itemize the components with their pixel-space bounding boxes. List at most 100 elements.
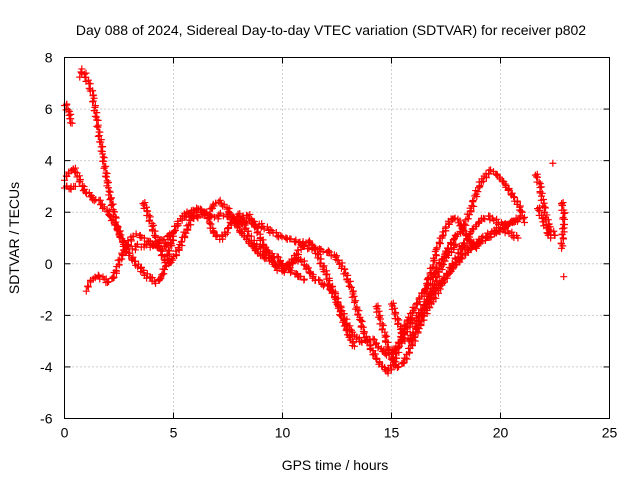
data-point bbox=[396, 325, 404, 333]
data-point bbox=[406, 336, 414, 344]
data-point bbox=[224, 225, 232, 233]
data-point bbox=[387, 366, 395, 374]
data-point bbox=[559, 202, 566, 210]
data-point bbox=[469, 197, 477, 205]
data-point bbox=[315, 276, 323, 284]
data-point bbox=[107, 195, 115, 203]
data-point bbox=[244, 227, 252, 235]
data-point bbox=[202, 209, 210, 217]
data-point bbox=[173, 252, 181, 260]
data-point bbox=[420, 292, 428, 300]
x-tick-labels: 0 5 10 15 20 25 bbox=[61, 425, 618, 441]
data-point bbox=[99, 150, 107, 158]
data-point bbox=[212, 199, 220, 207]
data-point bbox=[219, 202, 227, 210]
data-point bbox=[334, 257, 342, 265]
data-point bbox=[518, 208, 526, 216]
data-point bbox=[469, 197, 477, 205]
data-point bbox=[93, 122, 101, 130]
y-tick-labels: -6 -4 -2 0 2 4 6 8 bbox=[40, 50, 53, 427]
data-point bbox=[100, 164, 108, 172]
data-point bbox=[129, 253, 137, 261]
y-tick-label: 2 bbox=[45, 204, 53, 220]
data-point bbox=[145, 237, 153, 245]
data-point bbox=[116, 233, 124, 241]
data-point bbox=[432, 252, 440, 260]
data-point bbox=[400, 334, 408, 342]
data-point bbox=[434, 268, 442, 276]
series-track-n bbox=[557, 199, 569, 252]
data-point bbox=[174, 244, 182, 252]
data-point bbox=[496, 228, 504, 236]
data-point bbox=[131, 257, 139, 265]
data-point bbox=[458, 254, 466, 262]
data-point bbox=[511, 218, 519, 226]
data-point bbox=[358, 317, 366, 325]
data-point bbox=[94, 271, 102, 279]
data-point bbox=[535, 178, 543, 186]
x-tick-label: 5 bbox=[170, 425, 178, 441]
data-point bbox=[273, 252, 281, 260]
data-point bbox=[101, 163, 109, 171]
data-point bbox=[435, 272, 443, 280]
data-point bbox=[165, 247, 173, 255]
data-point bbox=[379, 321, 387, 329]
data-point bbox=[240, 231, 248, 239]
data-point bbox=[429, 284, 437, 292]
data-point bbox=[203, 208, 211, 216]
data-point bbox=[186, 217, 194, 225]
data-point bbox=[112, 266, 120, 274]
series-track-a bbox=[61, 100, 76, 127]
data-point bbox=[84, 282, 92, 290]
x-axis-label: GPS time / hours bbox=[282, 457, 389, 473]
data-point bbox=[347, 283, 355, 291]
data-point bbox=[105, 184, 113, 192]
data-point bbox=[519, 215, 527, 223]
data-point bbox=[304, 264, 312, 272]
data-point bbox=[350, 342, 358, 350]
data-point bbox=[169, 256, 177, 264]
data-point bbox=[558, 244, 566, 252]
data-point bbox=[216, 196, 224, 204]
data-point bbox=[474, 188, 482, 196]
data-point bbox=[100, 157, 108, 165]
data-point bbox=[438, 232, 446, 240]
data-point bbox=[294, 246, 302, 254]
data-point bbox=[357, 316, 365, 324]
y-tick-label: -4 bbox=[40, 359, 53, 375]
data-point bbox=[473, 244, 481, 252]
data-point bbox=[395, 316, 403, 324]
data-point bbox=[560, 273, 568, 281]
data-point bbox=[372, 354, 380, 362]
data-point bbox=[287, 235, 295, 243]
data-point bbox=[424, 275, 432, 283]
data-point bbox=[436, 285, 444, 293]
data-point bbox=[152, 279, 160, 287]
data-point bbox=[215, 211, 223, 219]
data-point bbox=[547, 234, 555, 242]
data-point bbox=[458, 228, 466, 236]
data-point bbox=[75, 178, 83, 186]
series-track-k bbox=[420, 214, 481, 300]
data-point bbox=[102, 173, 110, 181]
data-point bbox=[561, 209, 569, 217]
data-point bbox=[331, 292, 339, 300]
data-point bbox=[471, 243, 479, 251]
data-point bbox=[115, 231, 123, 239]
data-point bbox=[445, 220, 453, 228]
data-point bbox=[146, 213, 154, 221]
data-point bbox=[350, 292, 358, 300]
data-point bbox=[486, 234, 494, 242]
data-point bbox=[181, 232, 189, 240]
data-point bbox=[464, 215, 472, 223]
data-point bbox=[184, 226, 192, 234]
series-track-m bbox=[534, 204, 555, 242]
data-point bbox=[103, 278, 111, 286]
data-point bbox=[241, 221, 249, 229]
y-tick-label: 0 bbox=[45, 256, 53, 272]
data-point bbox=[105, 278, 113, 286]
series-track-d bbox=[76, 65, 526, 377]
data-point bbox=[559, 220, 567, 228]
data-point bbox=[225, 209, 233, 217]
